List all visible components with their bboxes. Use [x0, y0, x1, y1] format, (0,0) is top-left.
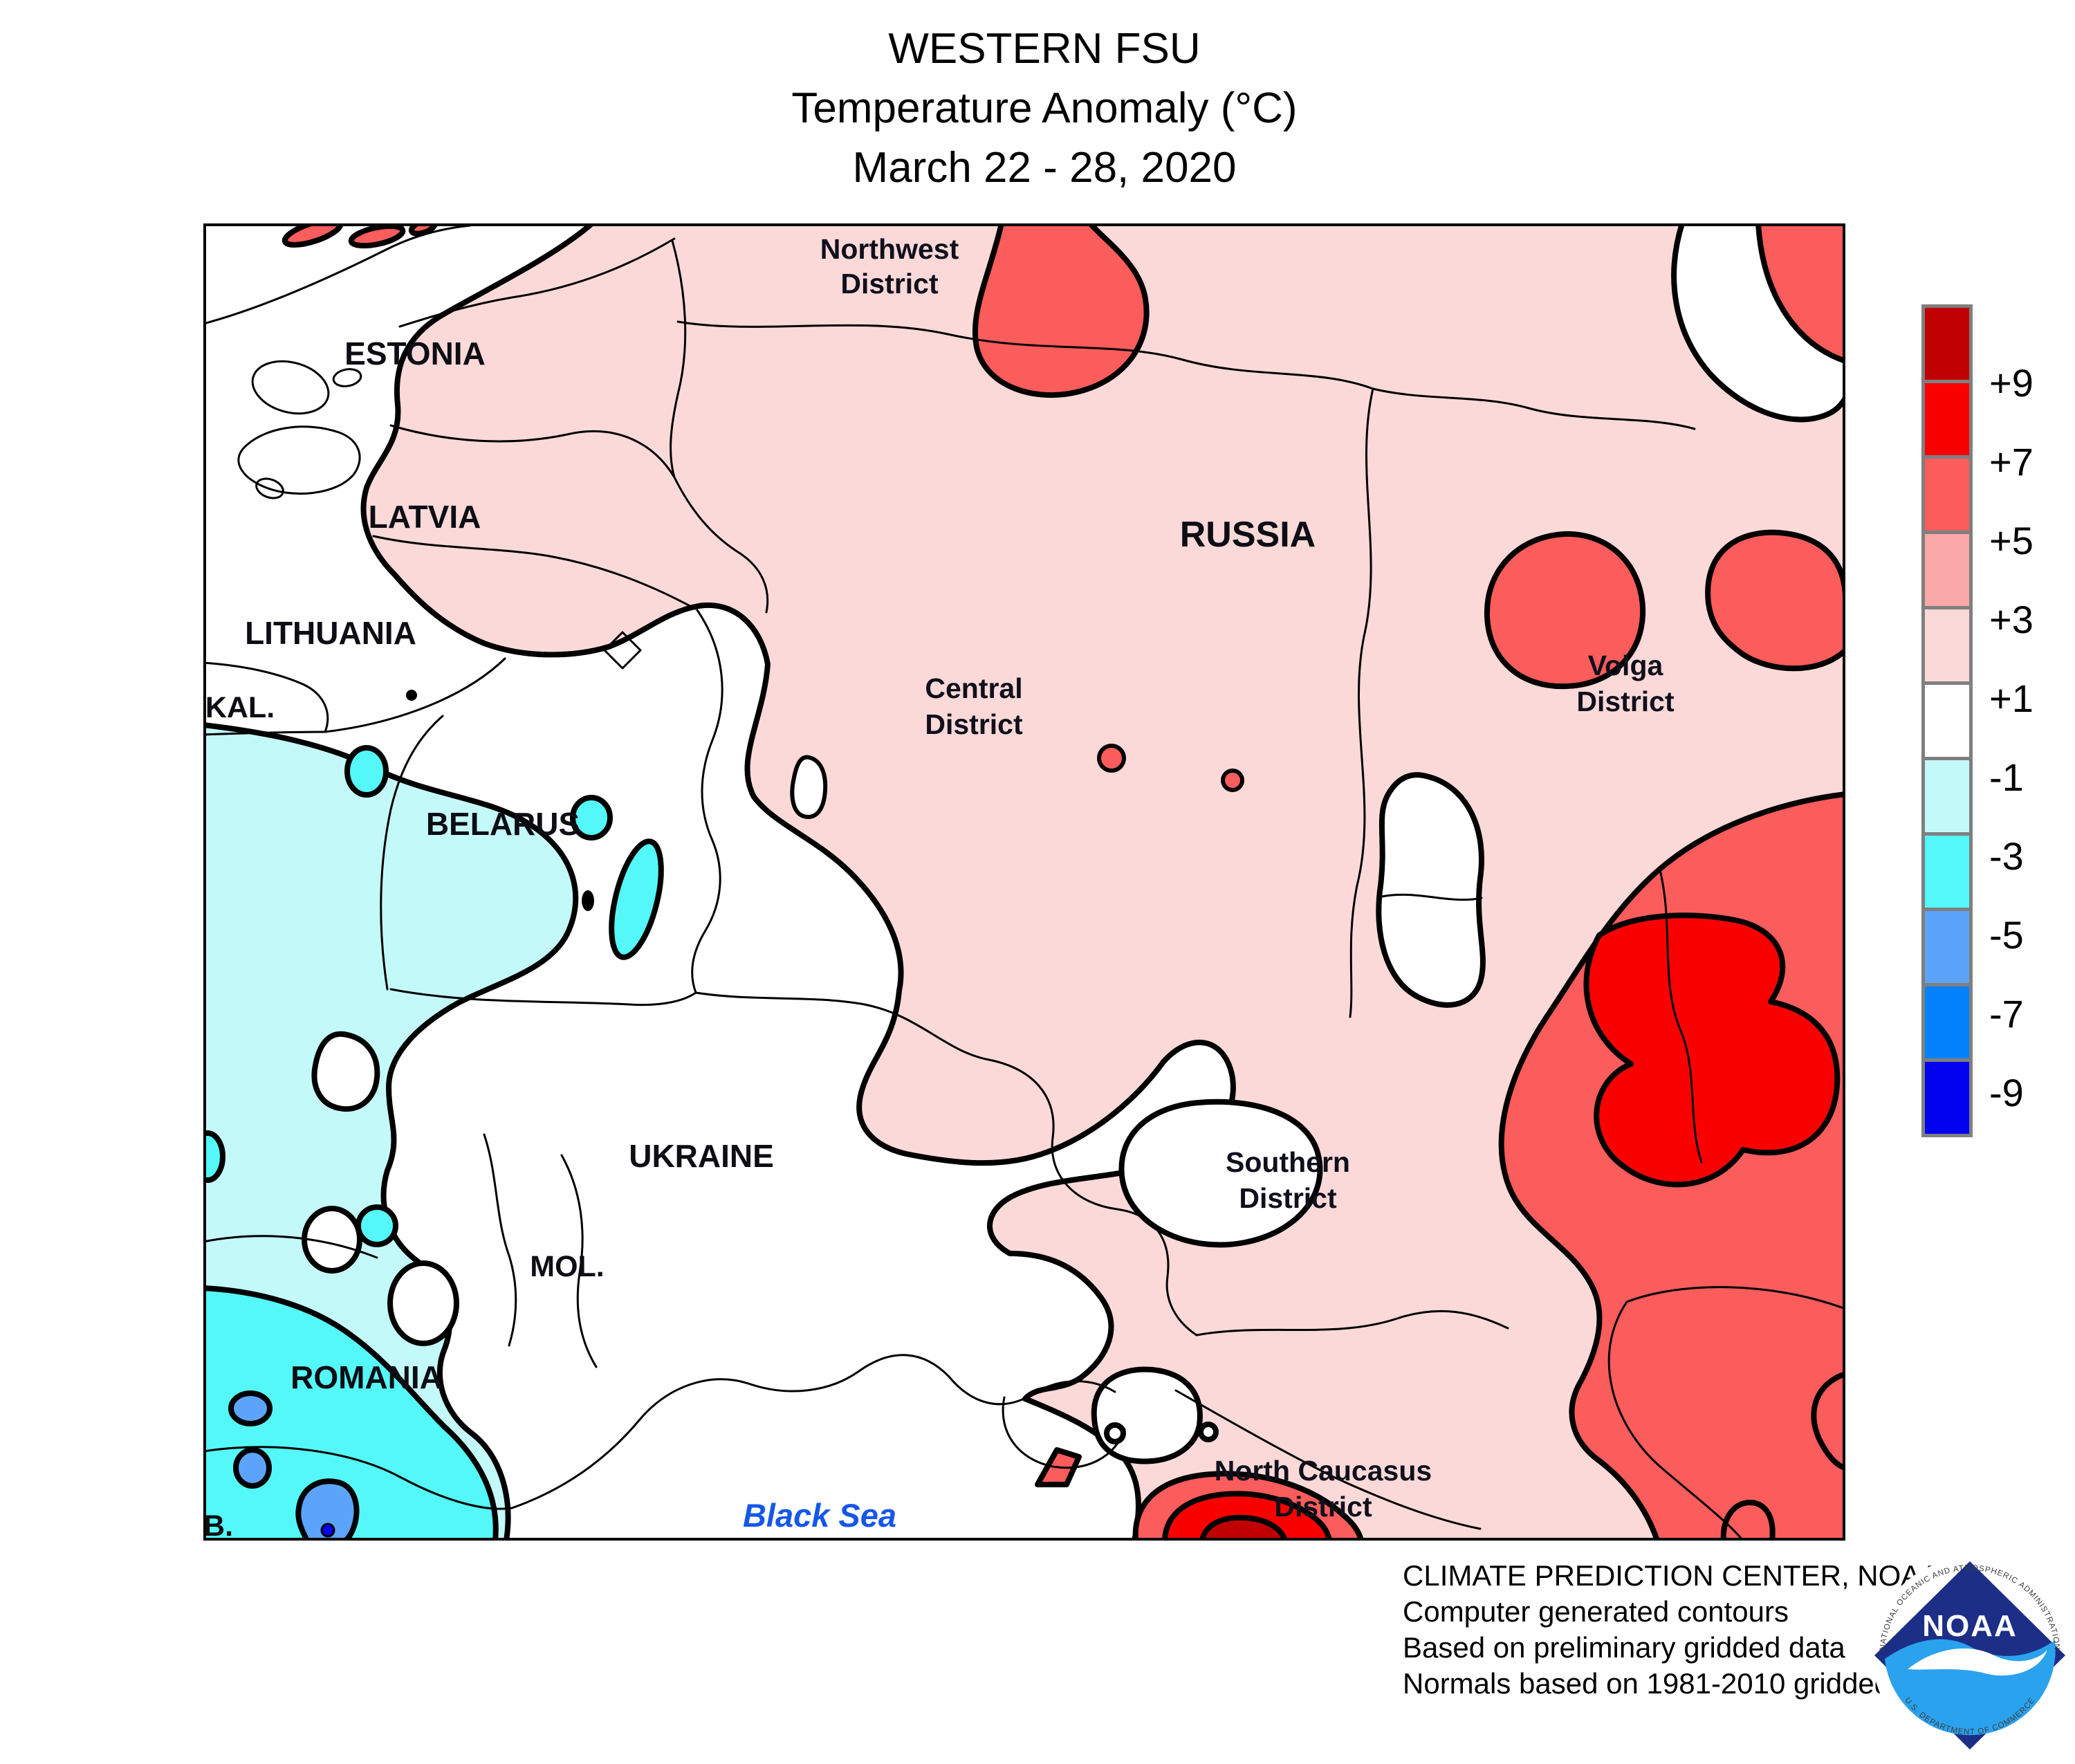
region-dark-blue-dot [320, 1523, 335, 1538]
colorbar-label: +3 [1989, 598, 2034, 641]
label-ukraine: UKRAINE [629, 1138, 774, 1174]
lake-dot [406, 690, 417, 701]
label-central-district-1: Central [925, 672, 1022, 704]
label-lithuania: LITHUANIA [245, 615, 416, 651]
noaa-logo: NOAA NATIONAL OCEANIC AND ATMOSPHERIC AD… [1872, 1558, 2067, 1753]
credit-block: CLIMATE PREDICTION CENTER, NOAA Computer… [1403, 1558, 1955, 1702]
colorbar-label: +5 [1989, 519, 2034, 562]
anomaly-map: ESTONIA LATVIA LITHUANIA KAL. BELARUS RU… [203, 223, 1845, 1541]
colorbar-cell [1921, 380, 1973, 459]
colorbar-cell [1921, 531, 1973, 609]
colorbar-cell [1921, 1058, 1973, 1137]
credit-line-2: Computer generated contours [1403, 1595, 1789, 1628]
region-salmon-bottom-nub [1720, 1500, 1776, 1541]
label-latvia: LATVIA [369, 499, 481, 535]
map-border [203, 223, 1845, 1541]
regions-cyan-blobs [203, 745, 664, 1247]
label-kaliningrad: KAL. [205, 691, 275, 724]
label-estonia: ESTONIA [344, 336, 486, 371]
map-title-block: WESTERN FSU Temperature Anomaly (°C) Mar… [223, 19, 1865, 198]
region-white-caspian [1607, 1286, 1845, 1541]
colorbar-cell [1921, 757, 1973, 836]
region-cyan-romania [203, 1285, 499, 1541]
colorbar-label: -9 [1989, 1071, 2024, 1114]
colorbar-cell [1921, 983, 1973, 1062]
colorbar-cell [1921, 832, 1973, 911]
label-serbia: RB. [203, 1509, 233, 1541]
country-borders [203, 224, 1703, 1530]
noaa-logo-gull-icon [1908, 1648, 2047, 1676]
colorbar-label: -3 [1989, 834, 2024, 878]
map-label-layer: ESTONIA LATVIA LITHUANIA KAL. BELARUS RU… [203, 233, 1675, 1541]
region-caucasus-hotspot [1035, 1447, 1364, 1541]
label-volga-district-2: District [1576, 686, 1675, 717]
label-black-sea: Black Sea [743, 1497, 896, 1534]
colorbar-cell [1921, 908, 1973, 986]
colorbar [1921, 304, 1973, 1137]
credit-line-1: CLIMATE PREDICTION CENTER, NOAA [1403, 1559, 1940, 1592]
region-salmon-volga-circle [1484, 531, 1646, 690]
regions-white-holes-in-cyan [228, 1031, 459, 1371]
region-red-southeast [1583, 912, 1841, 1188]
colorbar-cell [1921, 455, 1973, 534]
title-line-1: WESTERN FSU [888, 25, 1201, 73]
colorbar-label: +7 [1989, 440, 2034, 484]
credit-line-4: Normals based on 1981-2010 gridded data [1403, 1667, 1955, 1700]
label-north-caucasus-district-2: District [1274, 1491, 1372, 1523]
label-north-caucasus-district-1: North Caucasus [1215, 1455, 1432, 1487]
label-volga-district-1: Volga [1588, 650, 1664, 681]
label-central-district-2: District [925, 708, 1023, 740]
credit-line-3: Based on preliminary gridded data [1403, 1631, 1845, 1664]
colorbar-label: -1 [1989, 755, 2024, 799]
regions-cornflower-blobs [228, 1390, 360, 1541]
noaa-logo-wordmark: NOAA [1922, 1609, 2018, 1643]
colorbar-cell [1921, 304, 1973, 383]
colorbar-label: +1 [1989, 677, 2034, 720]
label-belarus: BELARUS [426, 806, 580, 842]
label-russia: RUSSIA [1180, 515, 1316, 555]
region-salmon-top-right-corner [1755, 223, 1845, 364]
region-salmon-northwest-blob [972, 223, 1150, 398]
colorbar-label: -5 [1989, 913, 2024, 957]
label-moldova: MOL. [530, 1250, 604, 1283]
colorbar-label: -7 [1989, 992, 2024, 1036]
title-line-2: Temperature Anomaly (°C) [791, 84, 1298, 132]
region-salmon-caspian-edge [1811, 1371, 1845, 1471]
lake-dot [582, 890, 594, 911]
label-romania: ROMANIA [290, 1359, 443, 1395]
region-white-band [203, 223, 1236, 1541]
label-northwest-district-2: District [840, 268, 939, 300]
islands [237, 360, 642, 670]
title-line-3: March 22 - 28, 2020 [852, 144, 1237, 192]
colorbar-cell [1921, 681, 1973, 760]
label-southern-district-2: District [1239, 1182, 1337, 1214]
colorbar-label: +9 [1989, 361, 2034, 405]
label-southern-district-1: Southern [1226, 1146, 1350, 1178]
colorbar-cell [1921, 606, 1973, 685]
label-northwest-district-1: Northwest [820, 233, 959, 265]
